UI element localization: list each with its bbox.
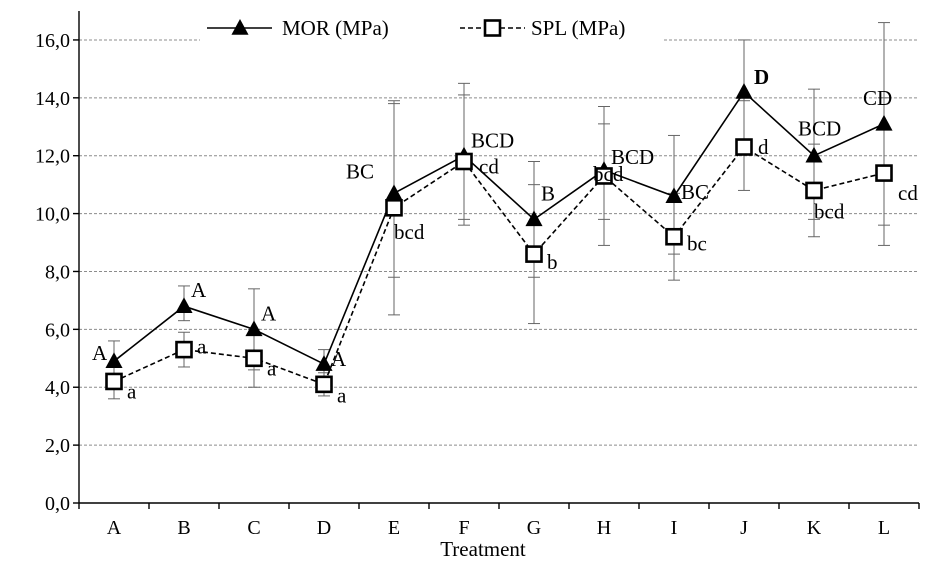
x-tick-label: G [527, 517, 541, 539]
mor-significance-label: A [92, 341, 108, 365]
legend-marker-spl [483, 19, 502, 37]
marker-mor [735, 83, 753, 99]
spl-significance-label: a [127, 379, 137, 403]
x-tick-label: A [107, 517, 122, 539]
y-tick-label: 6,0 [45, 319, 70, 341]
marker-spl [385, 199, 403, 217]
series-line-mor [113, 90, 885, 366]
x-tick-label: K [807, 517, 822, 539]
x-tick-labels: A B C D E F G H I J K L [107, 517, 890, 539]
x-tick-label: H [597, 517, 611, 539]
marker-spl [245, 349, 263, 368]
data-markers [105, 83, 893, 394]
spl-significance-label: a [197, 335, 207, 359]
x-tick-label: B [177, 517, 190, 539]
legend-marker-mor [231, 19, 249, 35]
mor-significance-label: BC [681, 180, 709, 204]
y-tick-label: 14,0 [35, 88, 70, 110]
legend-background [200, 11, 662, 43]
marker-spl [525, 245, 543, 263]
marker-spl [175, 340, 193, 359]
marker-mor [525, 210, 543, 227]
legend: MOR (MPa) SPL (MPa) [200, 11, 662, 43]
spl-significance-label: bc [687, 232, 707, 256]
marker-spl [595, 167, 613, 185]
marker-spl [735, 138, 753, 156]
x-tick-label: E [388, 517, 400, 539]
marker-mor [385, 184, 403, 201]
marker-mor [315, 355, 333, 371]
spl-significance-label: d [758, 135, 769, 159]
series-lines [113, 90, 885, 386]
x-tick-label: L [878, 517, 890, 539]
spl-significance-label: a [267, 356, 277, 380]
marker-spl [455, 152, 473, 171]
marker-spl [105, 372, 123, 391]
spl-significance-label: cd [479, 154, 499, 178]
marker-mor [665, 187, 683, 203]
marker-spl [315, 375, 333, 394]
marker-mor [175, 297, 193, 313]
spl-significance-label: cd [898, 181, 918, 205]
y-tick-label: 8,0 [45, 261, 70, 283]
y-tick-labels: 0,0 2,0 4,0 6,0 8,0 10,0 12,0 14,0 16,0 [35, 30, 70, 515]
y-tick-label: 16,0 [35, 30, 70, 52]
y-tick-label: 4,0 [45, 377, 70, 399]
marker-mor [105, 352, 123, 368]
marker-mor [875, 114, 893, 131]
mor-significance-label: B [541, 181, 555, 205]
marker-mor [805, 146, 823, 163]
x-axis-title: Treatment [440, 537, 526, 561]
y-tick-label: 0,0 [45, 493, 70, 515]
spl-significance-label: bcd [593, 162, 624, 186]
x-tick-label: I [671, 517, 678, 539]
x-tick-label: D [317, 517, 331, 539]
mor-significance-label: BCD [798, 117, 841, 141]
mor-significance-label: A [261, 301, 277, 325]
marker-spl [875, 164, 893, 182]
spl-significance-label: bcd [394, 220, 425, 244]
mor-significance-label: BCD [611, 145, 654, 169]
mor-significance-label: A [191, 278, 207, 302]
x-tick-label: F [458, 517, 469, 539]
mor-significance-label: BCD [471, 129, 514, 153]
significance-labels: AAAABCBCDBBCDBCDBCDCDaaaabcdcdbbcdbcdbcd… [92, 65, 918, 407]
y-tick-label: 12,0 [35, 146, 70, 168]
marker-spl [805, 181, 823, 200]
legend-label-spl: SPL (MPa) [531, 16, 625, 40]
axes [73, 11, 920, 509]
x-tick-label: J [740, 517, 748, 539]
y-tick-label: 10,0 [35, 204, 70, 226]
mor-significance-label: A [331, 347, 347, 371]
series-line-spl [113, 145, 885, 386]
x-tick-label: C [247, 517, 260, 539]
mor-significance-label: D [754, 65, 769, 89]
mor-significance-label: CD [863, 86, 892, 110]
spl-significance-label: a [337, 383, 347, 407]
spl-significance-label: bcd [814, 199, 845, 223]
error-bars [108, 22, 890, 400]
mor-significance-label: BC [346, 159, 374, 183]
marker-mor [245, 320, 263, 337]
legend-label-mor: MOR (MPa) [282, 16, 389, 40]
spl-significance-label: b [547, 250, 558, 274]
y-tick-label: 2,0 [45, 435, 70, 457]
gridlines [79, 39, 919, 446]
marker-spl [665, 227, 683, 246]
